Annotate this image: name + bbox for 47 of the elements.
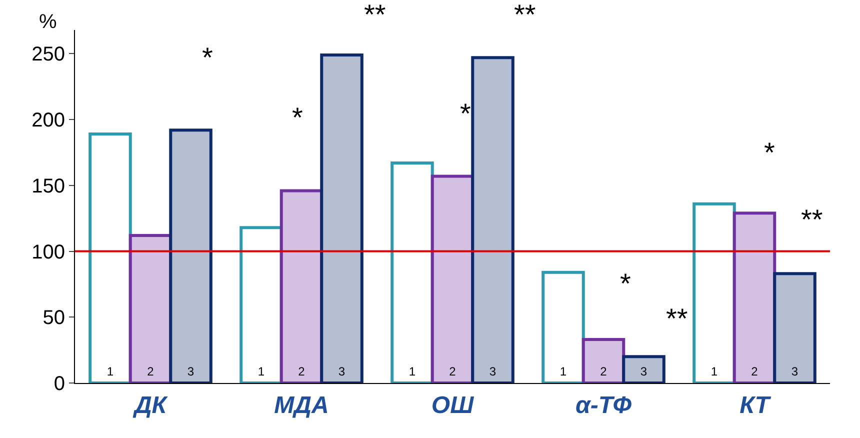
annotation: ** [666,303,688,334]
x-tick-label: α-ТФ [576,392,632,419]
annotation: * [620,268,631,299]
bar [88,132,132,383]
text: 2 [751,364,758,378]
annotation: * [460,98,471,129]
annotation: * [764,137,775,168]
annotation: * [202,42,213,73]
text: 3 [791,364,798,378]
text: 1 [560,364,567,378]
annotation: ** [514,0,536,30]
y-tick-label: 0 [54,373,65,395]
x-tick-label: МДА [274,392,329,419]
text: 3 [640,364,648,378]
x-tick-label: ДК [132,392,169,419]
annotation: ** [801,204,823,235]
text: 1 [408,364,416,378]
bar [582,338,626,383]
bar [542,270,585,383]
y-tick-label: 100 [32,241,65,264]
bar [471,56,514,383]
bar [692,202,736,383]
bar [773,272,816,383]
y-tick-label: 200 [32,110,65,132]
bar [390,162,434,383]
series-label: 3 [187,364,194,378]
text: 2 [600,364,607,378]
y-axis-title: % [39,11,57,33]
annotation: * [292,102,303,133]
text: 2 [449,364,456,378]
series-label: 1 [106,364,114,378]
text: 1 [258,364,265,378]
annotation: ** [364,0,386,30]
y-tick-label: 250 [32,44,65,66]
bar [169,128,212,383]
bar [732,212,776,383]
bar [622,355,666,383]
x-tick-label: КТ [740,392,772,419]
series-label: 2 [147,364,154,378]
bar [320,54,364,383]
x-tick-label: ОШ [431,392,474,419]
text: 3 [338,364,346,378]
text: 1 [710,364,718,378]
text: 3 [489,364,496,378]
text: 2 [298,364,305,378]
y-tick-label: 50 [42,307,65,330]
y-tick-label: 150 [32,175,65,198]
